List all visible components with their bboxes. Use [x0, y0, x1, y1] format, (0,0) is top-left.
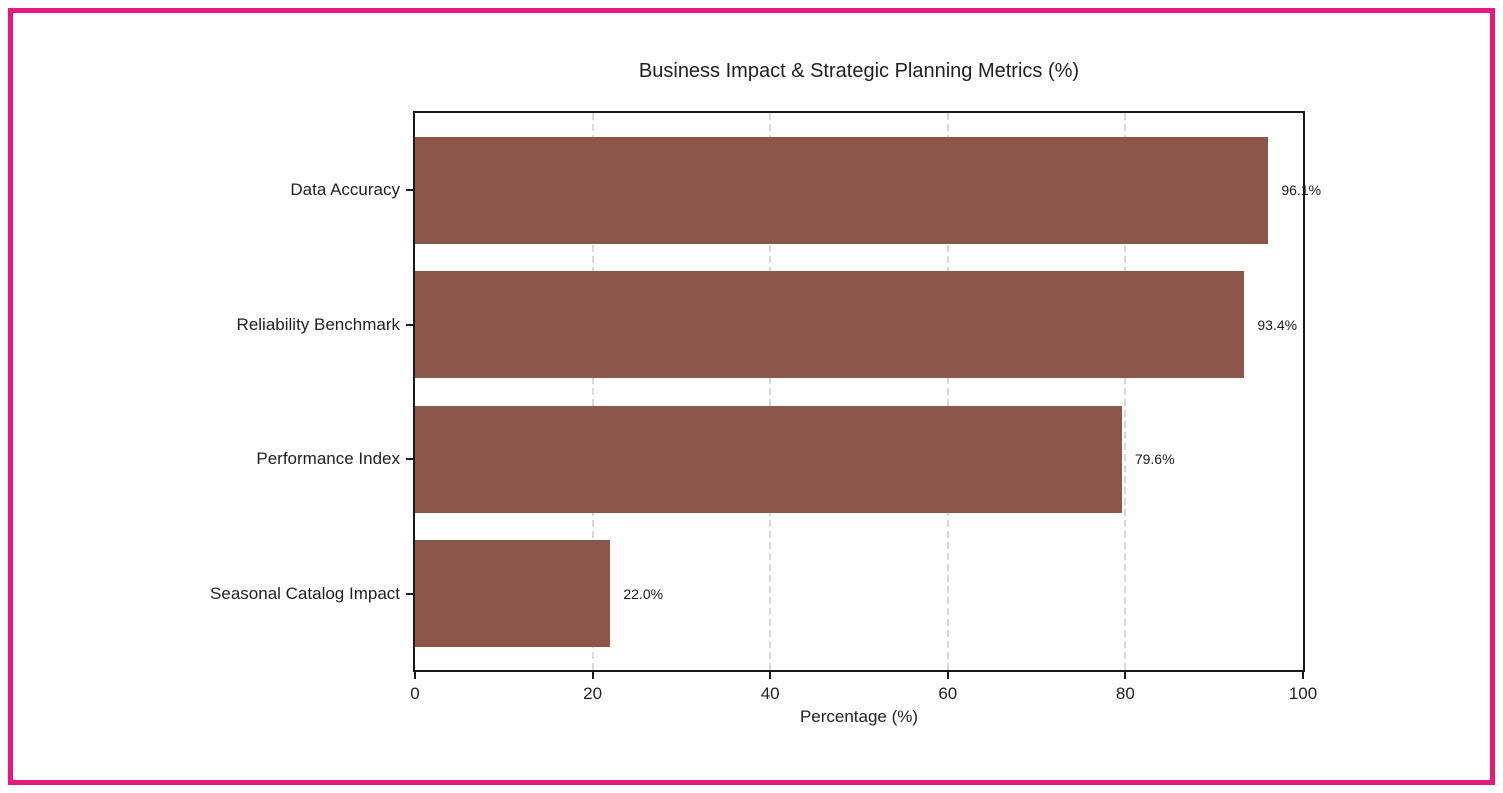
chart-title: Business Impact & Strategic Planning Met… [638, 60, 1080, 82]
gridline [769, 113, 772, 670]
bar [415, 271, 1245, 378]
x-tick-label: 20 [583, 684, 603, 703]
gridline [1124, 113, 1127, 670]
bar [415, 540, 611, 647]
bar-value-label: 22.0% [623, 585, 664, 602]
y-tick-label: Seasonal Catalog Impact [210, 583, 400, 603]
bar-value-label: 93.4% [1257, 316, 1298, 333]
x-tick-mark [1302, 672, 1304, 679]
y-tick-mark [406, 592, 413, 595]
bar-value-label: 79.6% [1134, 451, 1175, 467]
x-tick-mark [946, 672, 949, 679]
plot-area: 96.1% 93.4% 79.6% 22.0% [413, 111, 1321, 672]
gridline [946, 113, 949, 670]
x-tick-mark [591, 672, 594, 679]
y-tick-mark [406, 323, 413, 326]
bar-value-label: 96.1% [1281, 182, 1322, 198]
x-tick-label: 40 [760, 684, 780, 703]
y-tick-label: Reliability Benchmark [236, 314, 400, 334]
x-axis-label: Percentage (%) [799, 707, 919, 726]
y-tick-mark [406, 458, 413, 460]
x-tick-mark [769, 672, 772, 679]
bar [415, 405, 1122, 513]
x-tick-label: 60 [938, 684, 958, 703]
gridline [591, 113, 594, 670]
x-tick-label: 100 [1288, 684, 1318, 703]
y-tick-label: Data Accuracy [290, 180, 400, 199]
x-tick-label: 0 [410, 684, 420, 703]
x-tick-mark [1124, 672, 1127, 679]
x-tick-mark [414, 672, 416, 679]
y-tick-mark [406, 189, 413, 191]
y-tick-label: Performance Index [256, 449, 400, 468]
x-tick-label: 80 [1115, 684, 1135, 703]
bar [415, 136, 1269, 244]
